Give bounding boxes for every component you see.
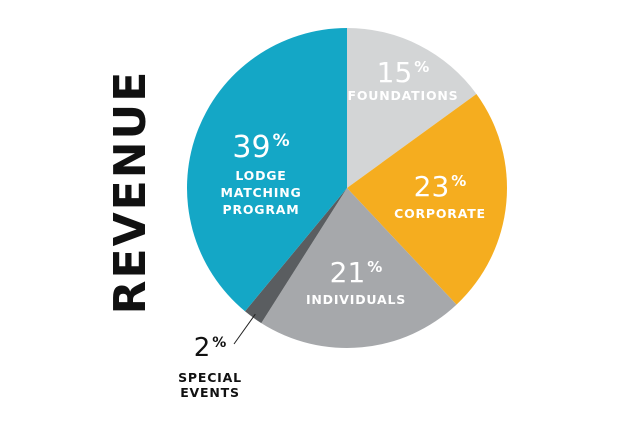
slice-label-individuals-line-1: INDIVIDUALS	[306, 292, 406, 307]
slice-percent-corporate: 23%	[414, 170, 467, 203]
slice-percent-lodge-matching-program: 39%	[232, 130, 289, 165]
slice-label-lodge-matching-program-line-3: PROGRAM	[222, 202, 299, 217]
slice-percent-foundations: 15%	[377, 56, 430, 89]
chart-title: REVENUE	[105, 70, 156, 315]
pie-slice-special-events	[245, 188, 347, 324]
pie-slice-foundations	[347, 28, 477, 188]
slice-percent-special-events: 2%	[194, 333, 227, 363]
slice-label-lodge-matching-program-line-2: MATCHING	[220, 185, 301, 200]
special-events-callout-line	[233, 313, 256, 345]
pie-slice-individuals	[261, 188, 457, 348]
slice-label-special-events-line-2: EVENTS	[180, 385, 240, 400]
slice-label-corporate-line-1: CORPORATE	[394, 206, 486, 221]
slice-label-foundations-line-1: FOUNDATIONS	[348, 88, 459, 103]
pie-slice-lodge-matching-program	[187, 28, 347, 312]
slice-percent-individuals: 21%	[330, 256, 383, 289]
pie-slice-corporate	[347, 93, 507, 305]
slice-label-lodge-matching-program-line-1: LODGE	[235, 168, 286, 183]
slice-label-special-events-line-1: SPECIAL	[178, 370, 242, 385]
